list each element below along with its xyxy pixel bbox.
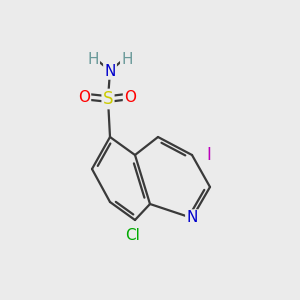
Text: Cl: Cl — [126, 229, 140, 244]
Text: S: S — [103, 90, 113, 108]
Text: I: I — [207, 146, 212, 164]
Text: O: O — [124, 89, 136, 104]
Text: H: H — [121, 52, 133, 67]
Text: H: H — [87, 52, 99, 67]
Text: N: N — [186, 211, 198, 226]
Text: N: N — [104, 64, 116, 79]
Text: O: O — [78, 89, 90, 104]
